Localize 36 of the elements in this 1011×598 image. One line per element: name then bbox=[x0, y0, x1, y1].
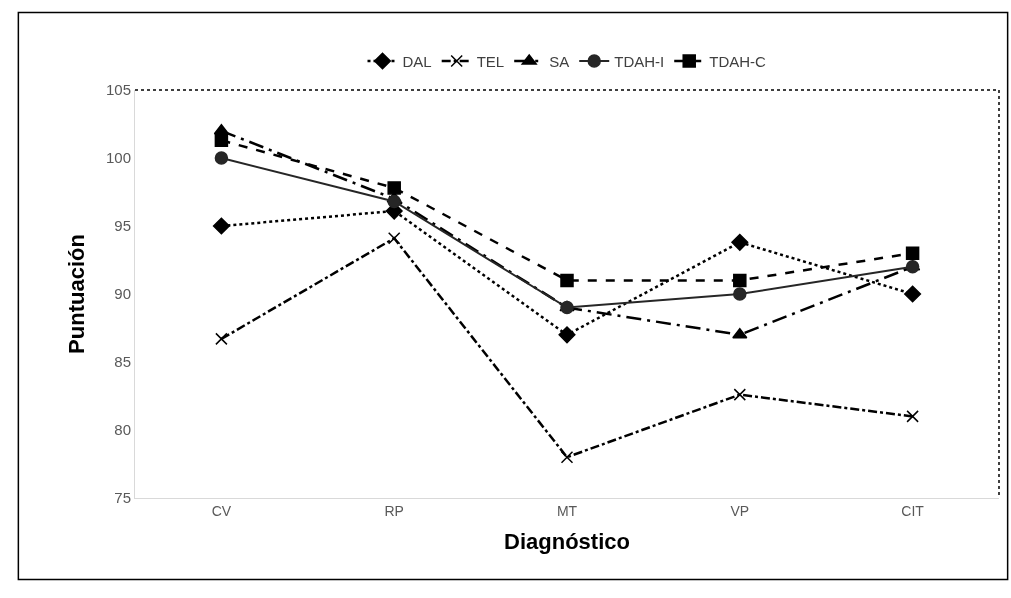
point bbox=[558, 326, 576, 344]
legend-label: TEL bbox=[476, 52, 505, 70]
y-tick-label: 80 bbox=[114, 421, 131, 439]
point bbox=[560, 273, 574, 288]
point bbox=[214, 151, 229, 165]
y-tick-label: 75 bbox=[114, 489, 131, 507]
legend-label: TDAH-I bbox=[614, 52, 665, 70]
point bbox=[560, 450, 574, 464]
y-axis-title: Puntuación bbox=[63, 234, 89, 354]
point bbox=[906, 410, 919, 423]
point bbox=[905, 246, 920, 260]
x-tick-label: MT bbox=[556, 502, 578, 519]
y-tick-label: 90 bbox=[114, 285, 131, 303]
point bbox=[387, 194, 401, 209]
point bbox=[387, 181, 401, 195]
y-tick-label: 100 bbox=[105, 149, 131, 167]
y-tick-label: 105 bbox=[105, 81, 131, 99]
point bbox=[215, 332, 228, 346]
point bbox=[733, 273, 747, 288]
x-axis-title: Diagnóstico bbox=[504, 528, 630, 554]
legend-label: DAL bbox=[402, 52, 432, 70]
y-tick-label: 85 bbox=[114, 353, 131, 371]
point bbox=[214, 133, 229, 148]
legend-label: TDAH-C bbox=[709, 52, 767, 70]
point bbox=[733, 388, 747, 401]
point bbox=[733, 287, 747, 301]
x-tick-label: VP bbox=[730, 502, 750, 519]
x-tick-label: RP bbox=[384, 502, 404, 519]
point bbox=[904, 285, 922, 303]
y-tick-label: 95 bbox=[114, 217, 131, 235]
legend-label: SA bbox=[549, 52, 570, 70]
point bbox=[731, 233, 749, 251]
point bbox=[212, 217, 230, 235]
point bbox=[387, 231, 401, 245]
x-tick-label: CIT bbox=[901, 502, 925, 519]
x-tick-label: CV bbox=[211, 502, 232, 519]
